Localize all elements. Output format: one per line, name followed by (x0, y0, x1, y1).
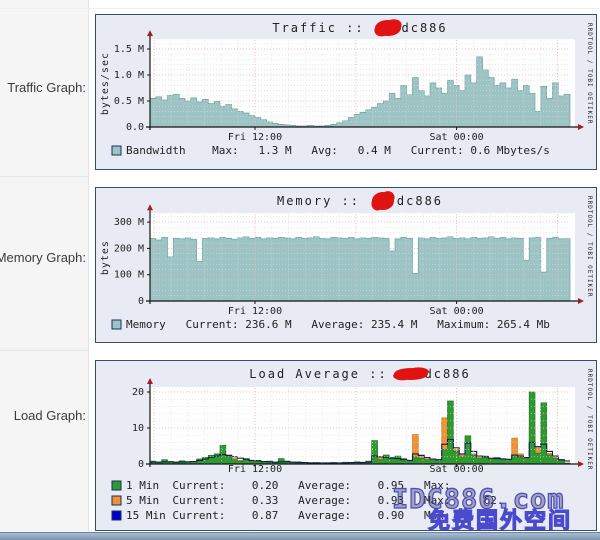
legend-swatch (111, 510, 122, 521)
legend-swatch (111, 495, 122, 506)
y-tick-label: 10 (132, 423, 144, 434)
memory-graph-panel: 0 100 M 200 M 300 M Fri 12:00 Sat 00:00 bytes M… (95, 187, 597, 343)
sidebar: Traffic Graph: Memory Graph: Load Graph: (0, 0, 89, 532)
y-tick-label: 100 M (114, 270, 144, 281)
x-tick-label: Sat 00:00 (430, 306, 484, 317)
traffic-graph-row-label: Traffic Graph: (7, 80, 86, 95)
legend-swatch (111, 145, 122, 156)
y-axis-arrow-icon (147, 30, 153, 37)
x-tick-label: Sat 00:00 (430, 464, 484, 475)
footer-bar (0, 532, 600, 540)
memory-graph-image[interactable]: 0 100 M 200 M 300 M Fri 12:00 Sat 00:00 bytes M… (96, 188, 596, 342)
y-axis-label: bytes/sec (100, 52, 111, 115)
chinese-watermark: 免费国外空间 (428, 508, 572, 530)
traffic-graph-panel: 0.0 0.5 M 1.0 M 1.5 M Fri 12:00 Sat 00:00 byte… (95, 14, 597, 170)
y-tick-label: 0 (138, 459, 144, 470)
series-bandwidth (149, 56, 571, 128)
memory-graph-row-label: Memory Graph: (0, 250, 86, 265)
legend-row-text: Bandwidth Max: 1.3 M Avg: 0.4 M Current:… (126, 144, 550, 157)
legend-swatch (111, 319, 122, 330)
x-tick-label: Fri 12:00 (228, 464, 282, 475)
rrdtool-watermark: RRDTOOL / TOBI OETIKER (586, 196, 593, 297)
y-tick-label: 0.5 M (114, 96, 144, 107)
legend-row-text: 1 Min Current: 0.20 Average: 0.95 Max: (126, 479, 504, 492)
y-tick-label: 0.0 (126, 122, 144, 133)
graph-title: Load Average :: dc886 (249, 367, 470, 381)
redaction-scribble (371, 191, 395, 211)
y-tick-label: 200 M (114, 243, 144, 254)
y-axis-arrow-icon (147, 204, 153, 211)
graph-title: Memory :: dc886 (277, 194, 443, 208)
x-tick-label: Fri 12:00 (228, 306, 282, 317)
y-axis-label: bytes (100, 240, 111, 275)
redaction-scribble (374, 19, 402, 37)
x-axis-arrow-icon (578, 298, 584, 304)
row-divider-traffic-memory (0, 176, 88, 177)
row-divider-top (0, 8, 600, 9)
x-tick-label: Sat 00:00 (430, 132, 484, 143)
y-tick-label: 1.0 M (114, 70, 144, 81)
y-tick-label: 300 M (114, 217, 144, 228)
x-axis-arrow-icon (578, 461, 584, 467)
traffic-graph-image[interactable]: 0.0 0.5 M 1.0 M 1.5 M Fri 12:00 Sat 00:00 byte… (96, 15, 596, 169)
plot-area (150, 387, 575, 464)
legend-row-text: 15 Min Current: 0.87 Average: 0.90 Max: (126, 509, 504, 522)
y-tick-label: 1.5 M (114, 44, 144, 55)
x-tick-label: Fri 12:00 (228, 132, 282, 143)
legend-swatch (111, 480, 122, 491)
series-15-min (150, 438, 570, 464)
rrdtool-watermark: RRDTOOL / TOBI OETIKER (586, 23, 593, 124)
row-divider-memory-load (0, 350, 88, 351)
legend-row-text: Memory Current: 236.6 M Average: 235.4 M… (126, 318, 550, 331)
rrdtool-watermark: RRDTOOL / TOBI OETIKER (586, 369, 593, 470)
load-graph-row-label: Load Graph: (13, 408, 86, 423)
y-tick-label: 0 (138, 296, 144, 307)
y-tick-label: 20 (132, 387, 144, 398)
x-axis-arrow-icon (578, 124, 584, 130)
y-axis-arrow-icon (147, 378, 153, 385)
legend-row-text: 5 Min Current: 0.33 Average: 0.93 Max: 6… (126, 494, 504, 507)
graph-title: Traffic :: dc886 (272, 21, 447, 35)
idc886-watermark: IDC886.com (392, 484, 565, 515)
redaction-scribble (393, 367, 429, 381)
